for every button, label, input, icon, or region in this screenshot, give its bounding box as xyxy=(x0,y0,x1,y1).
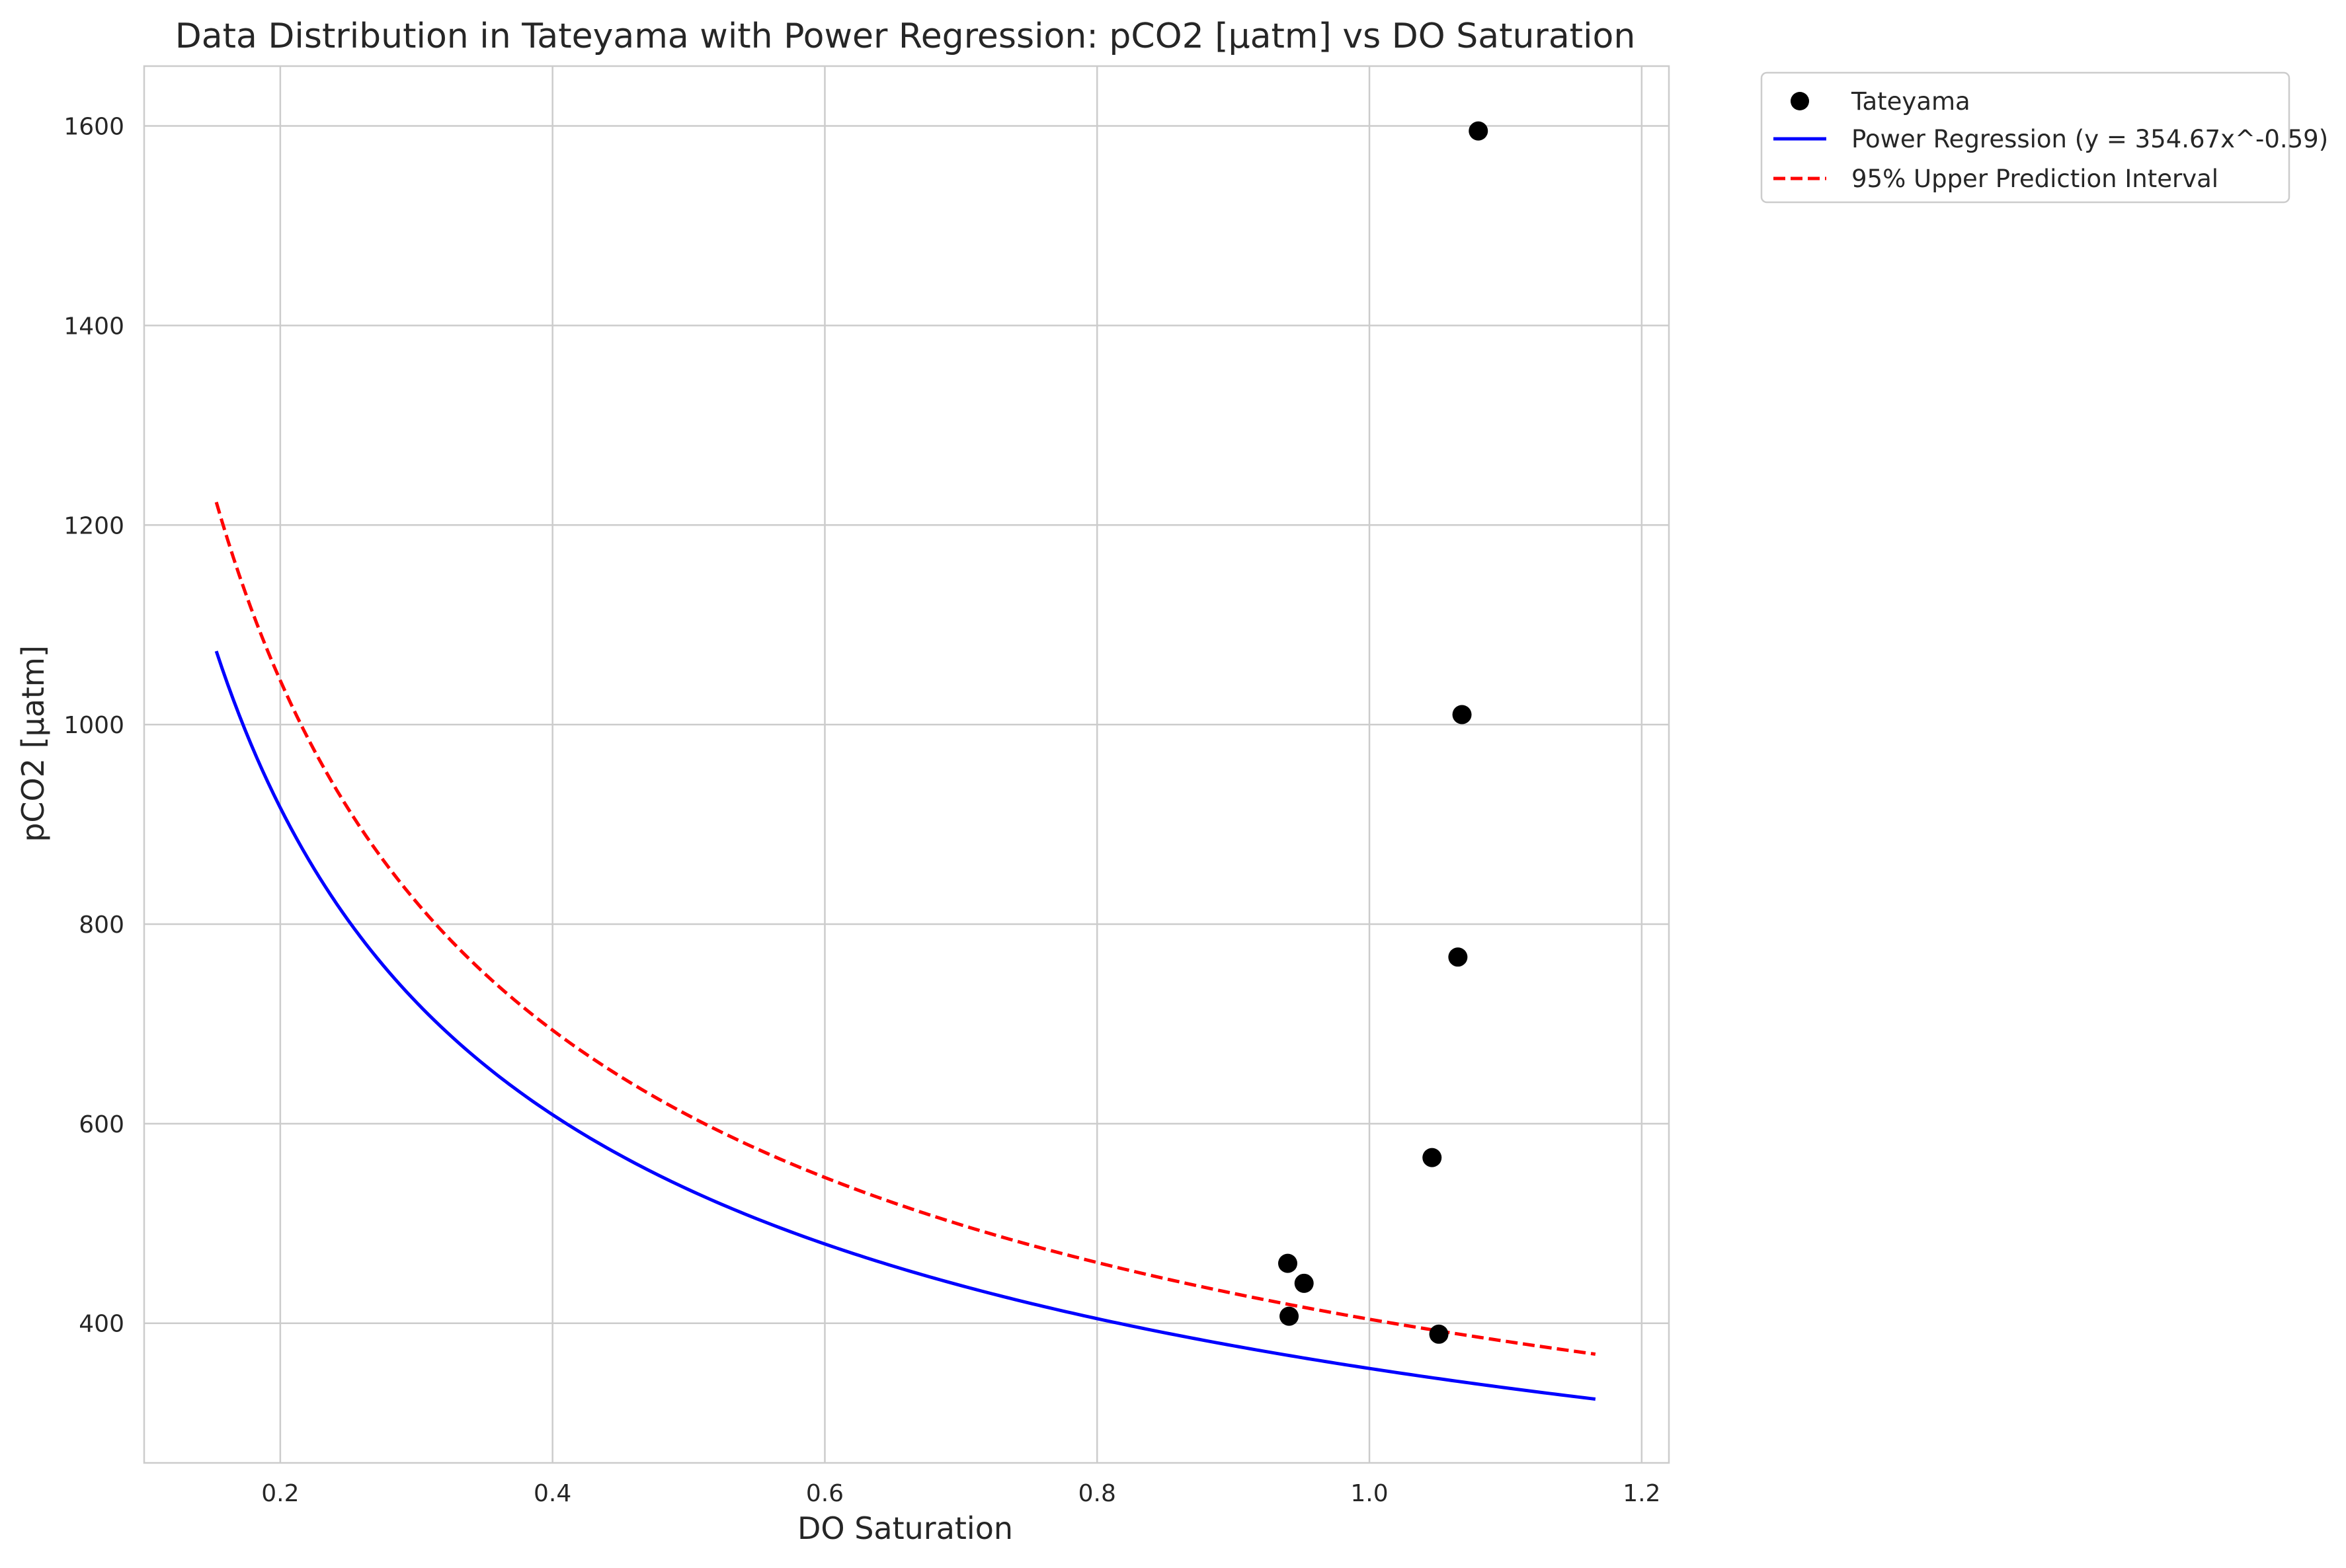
y-tick-label: 1600 xyxy=(63,114,124,141)
y-tick-label: 800 xyxy=(79,912,124,939)
legend-label-prediction-interval: 95% Upper Prediction Interval xyxy=(1851,165,2218,193)
y-tick-labels: 400 600 800 1000 1200 1400 1600 xyxy=(63,114,124,1338)
power-regression-line xyxy=(214,650,1596,1401)
scatter-point xyxy=(1422,1148,1442,1167)
grid xyxy=(144,66,1669,1463)
regression-lines xyxy=(214,501,1596,1401)
y-tick-label: 1000 xyxy=(63,712,124,739)
x-tick-label: 0.8 xyxy=(1078,1480,1116,1507)
y-tick-label: 1200 xyxy=(63,512,124,539)
scatter-point xyxy=(1429,1324,1449,1344)
y-axis-label: pCO2 [µatm] xyxy=(15,645,51,842)
legend-box xyxy=(1760,71,2290,204)
y-tick-label: 600 xyxy=(79,1111,124,1138)
scatter-point xyxy=(1279,1306,1299,1326)
x-tick-labels: 0.2 0.4 0.6 0.8 1.0 1.2 xyxy=(261,1480,1660,1507)
scatter-point xyxy=(1294,1273,1314,1293)
legend-label-tateyama: Tateyama xyxy=(1851,87,1970,116)
scatter-point xyxy=(1448,947,1468,967)
legend-label-power-regression: Power Regression (y = 354.67x^-0.59) xyxy=(1851,125,2328,153)
x-tick-label: 0.6 xyxy=(806,1480,844,1507)
legend: Tateyama Power Regression (y = 354.67x^-… xyxy=(1760,71,2328,204)
y-tick-label: 400 xyxy=(79,1311,124,1338)
x-tick-label: 0.4 xyxy=(534,1480,571,1507)
chart-title: Data Distribution in Tateyama with Power… xyxy=(175,17,1636,56)
plot-area xyxy=(143,65,1670,1464)
scatter-point xyxy=(1469,121,1488,141)
y-tick-label: 1400 xyxy=(63,313,124,340)
x-tick-label: 1.0 xyxy=(1350,1480,1388,1507)
scatter-point xyxy=(1278,1253,1297,1273)
x-axis-label: DO Saturation xyxy=(797,1510,1013,1546)
x-tick-label: 0.2 xyxy=(261,1480,299,1507)
x-tick-label: 1.2 xyxy=(1623,1480,1660,1507)
scatter-point xyxy=(1452,705,1472,725)
upper-prediction-interval-line xyxy=(214,501,1596,1356)
legend-marker-tateyama xyxy=(1791,92,1809,110)
scatter-points xyxy=(1278,121,1488,1344)
